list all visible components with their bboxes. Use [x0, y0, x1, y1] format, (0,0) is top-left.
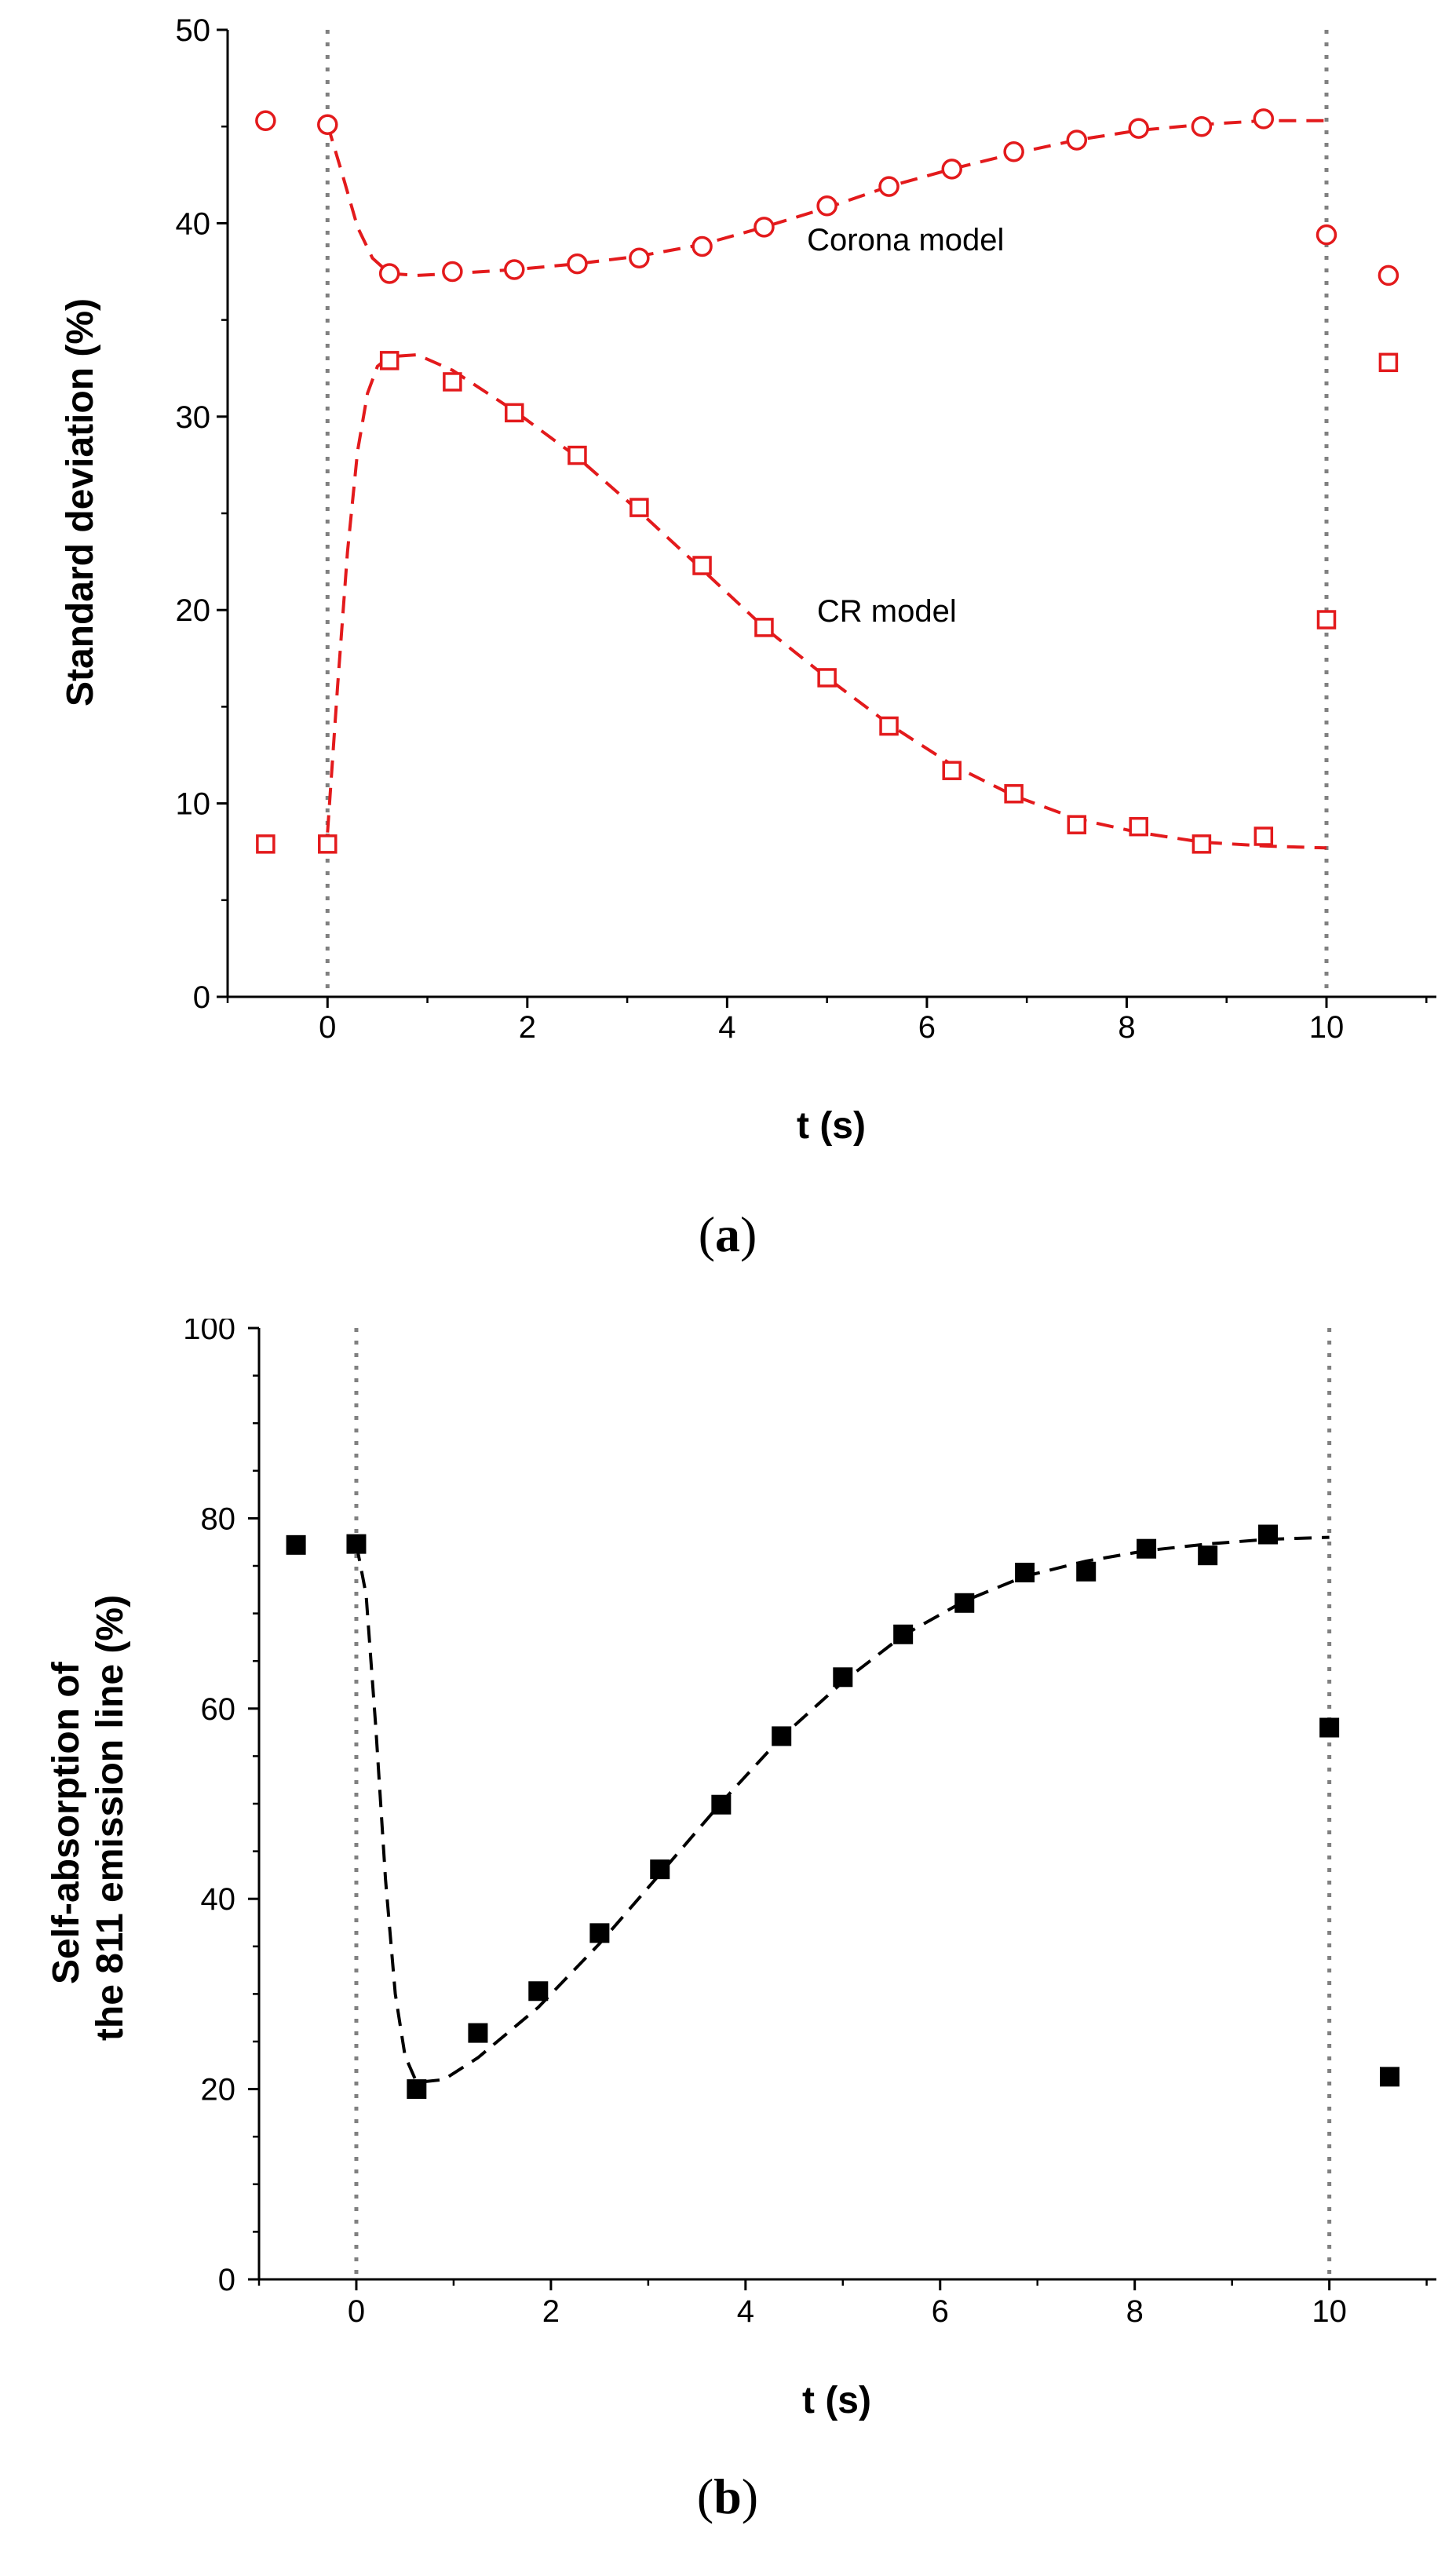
chart-b-xtick-label-5: 10 — [1312, 2294, 1347, 2329]
chart-a-ytick-label-2: 20 — [176, 593, 211, 628]
chart-a-series-0-point-15 — [1191, 115, 1213, 137]
chart-b-series-0-point-11 — [954, 1593, 975, 1613]
chart-a-series-1-point-8 — [754, 618, 774, 637]
chart-a-xtick-label-0: 0 — [319, 1010, 336, 1045]
chart-b-ylabel-line1: Self-absorption of — [46, 1661, 87, 1984]
chart-b-xtick-label-1: 2 — [542, 2294, 560, 2329]
chart-a-series-1-point-5 — [567, 445, 587, 465]
chart-b-series-0-point-15 — [1198, 1545, 1218, 1566]
chart-b-ytick-label-1: 20 — [201, 2073, 236, 2107]
chart-a-series-0-point-4 — [504, 259, 525, 280]
chart-b-series-0-point-4 — [528, 1981, 549, 2002]
chart-b-xtick-label-4: 8 — [1126, 2294, 1144, 2329]
chart-a-series-1-point-16 — [1253, 827, 1274, 846]
chart-a-series-0-point-10 — [878, 176, 900, 197]
chart-b-ytick-label-4: 80 — [201, 1502, 236, 1536]
chart-a-xtick-label-5: 10 — [1309, 1010, 1345, 1045]
chart-a: 0 2 4 6 8 10 0 10 20 30 40 50 Corona model CR model S… — [60, 13, 1436, 1262]
chart-a-series-1-point-9 — [817, 668, 837, 688]
chart-a-series-0-point-3 — [442, 261, 463, 283]
chart-a-series-1-point-10 — [879, 716, 899, 736]
chart-a-series-0-point-7 — [692, 235, 713, 257]
chart-b-series-0-point-8 — [772, 1726, 792, 1746]
chart-b-panel-label: (b) — [697, 2469, 758, 2524]
chart-a-series-0-point-14 — [1128, 118, 1149, 139]
chart-a-series-0-point-12 — [1003, 140, 1024, 162]
chart-a-series-0-point-17 — [1316, 224, 1337, 246]
chart-a-panel-label: (a) — [699, 1206, 757, 1262]
chart-b-ytick-label-0: 0 — [218, 2263, 235, 2297]
chart-b-series-0-point-17 — [1319, 1717, 1340, 1738]
chart-a-xtick-label-1: 2 — [519, 1010, 536, 1045]
chart-a-series-0-point-11 — [941, 159, 962, 180]
chart-a-series-1-point-11 — [942, 761, 962, 780]
chart-a-ytick-label-3: 30 — [176, 400, 211, 435]
chart-a-series-1-point-17 — [1316, 610, 1337, 629]
chart-b-xtick-label-2: 4 — [737, 2294, 754, 2329]
chart-b-xlabel: t (s) — [802, 2380, 871, 2421]
chart-a-series-1-point-4 — [505, 403, 524, 423]
chart-a-ytick-label-5: 50 — [176, 13, 211, 48]
chart-b-ylabel: Self-absorption of the 811 emission line… — [46, 1595, 131, 2041]
chart-a-series-1-point-1 — [318, 834, 338, 854]
chart-b-series-0-point-5 — [589, 1923, 610, 1943]
chart-a-series-0-label: Corona model — [807, 223, 1004, 257]
chart-b-xtick-label-0: 0 — [348, 2294, 365, 2329]
chart-a-series-0-point-1 — [317, 114, 338, 135]
chart-a-series-1-point-2 — [379, 351, 400, 370]
chart-a-series-1-label: CR model — [817, 594, 957, 629]
chart-a-xtick-label-4: 8 — [1118, 1010, 1135, 1045]
chart-b-series-0-point-6 — [650, 1859, 670, 1880]
chart-b-series-0-point-2 — [407, 2079, 427, 2100]
chart-b-series-0-point-10 — [893, 1624, 914, 1644]
chart-a-series-0-point-18 — [1378, 265, 1399, 286]
chart-a-series-0-point-0 — [255, 110, 276, 132]
chart-b-ytick-label-5: 100 — [183, 1319, 235, 1346]
chart-a-ylabel: Standard deviation (%) — [60, 298, 101, 706]
chart-b-xtick-label-3: 6 — [932, 2294, 949, 2329]
chart-b-series-0-point-1 — [346, 1534, 367, 1554]
chart-a-series-0-point-6 — [629, 247, 650, 269]
chart-a-xtick-label-2: 4 — [718, 1010, 735, 1045]
chart-a-xtick-label-3: 6 — [918, 1010, 936, 1045]
chart-b-series-0-fit-line — [355, 1535, 1330, 2085]
chart-a-series-0-point-5 — [567, 253, 588, 275]
chart-a-series-0-point-13 — [1066, 130, 1088, 151]
chart-a-xlabel: t (s) — [797, 1105, 866, 1147]
chart-a-series-1-point-3 — [443, 372, 462, 392]
chart-a-series-0-point-16 — [1253, 108, 1275, 130]
chart-b-ylabel-line2: the 811 emission line (%) — [89, 1595, 131, 2041]
chart-b-series-0-point-13 — [1076, 1561, 1097, 1582]
chart-b-series-0-point-16 — [1258, 1524, 1279, 1545]
chart-a-ytick-label-1: 10 — [176, 787, 211, 822]
chart-a-series-1-point-0 — [256, 834, 276, 854]
chart-a-series-1-point-15 — [1191, 834, 1212, 854]
chart-b-series-0-point-9 — [833, 1667, 853, 1688]
chart-a-series-1-point-12 — [1004, 784, 1024, 804]
chart-b-series-0-point-7 — [711, 1794, 732, 1815]
chart-b-series-0-point-3 — [468, 2023, 488, 2043]
chart-b-series-0-point-18 — [1379, 2067, 1399, 2087]
chart-a-plot-area: 0 2 4 6 8 10 0 10 20 30 40 50 Corona model CR model — [176, 13, 1436, 1045]
chart-b-series-0-point-12 — [1015, 1562, 1035, 1582]
chart-a-series-0-point-9 — [816, 195, 837, 217]
chart-a-series-1-point-7 — [692, 556, 712, 575]
chart-a-series-1-point-18 — [1378, 352, 1399, 373]
chart-b-series-0-point-14 — [1137, 1538, 1157, 1559]
chart-b-ytick-label-3: 60 — [201, 1692, 236, 1727]
chart-a-ytick-label-0: 0 — [193, 980, 210, 1015]
chart-b-ytick-label-2: 40 — [201, 1882, 236, 1917]
chart-a-series-1-point-6 — [629, 498, 649, 517]
chart-b-series-0-point-0 — [286, 1534, 306, 1555]
chart-a-series-1-point-14 — [1129, 816, 1148, 837]
chart-a-series-0-point-8 — [754, 217, 775, 238]
chart-a-series-0-point-2 — [378, 263, 400, 284]
chart-a-series-1-point-13 — [1067, 815, 1087, 834]
chart-a-ytick-label-4: 40 — [176, 206, 211, 241]
